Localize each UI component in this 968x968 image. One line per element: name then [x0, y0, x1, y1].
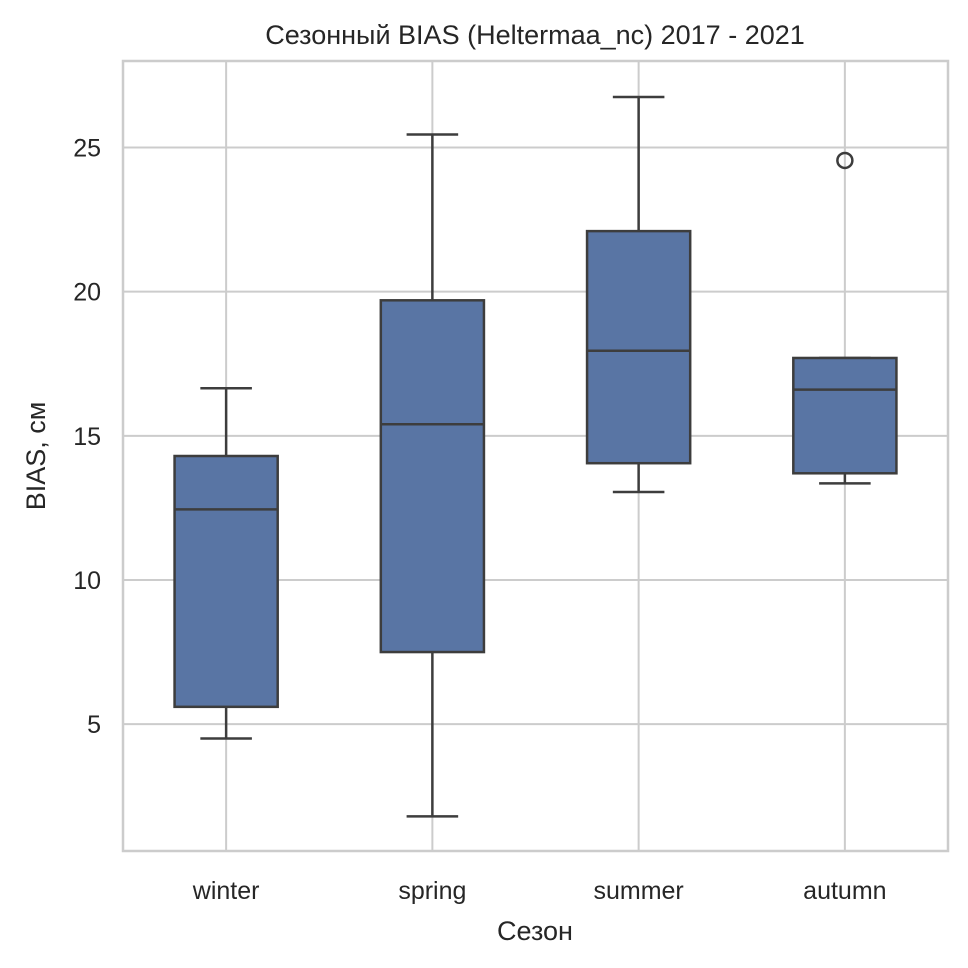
x-tick-label: autumn — [803, 877, 886, 905]
y-axis-label: BIAS, см — [21, 402, 51, 511]
x-tick-label: winter — [192, 877, 260, 905]
tick-layer: 5 10 15 20 25 winter spring summer autumn — [73, 134, 886, 905]
plot-frame — [121, 59, 950, 853]
y-tick-label: 10 — [73, 567, 101, 595]
y-tick-label: 25 — [73, 134, 101, 162]
box-autumn — [792, 151, 898, 485]
box-summer — [585, 95, 692, 494]
outlier-point — [836, 151, 854, 170]
x-tick-label: spring — [398, 877, 466, 905]
iqr-box — [173, 454, 279, 709]
y-tick-label: 20 — [73, 279, 101, 307]
iqr-box — [792, 356, 898, 475]
y-tick-label: 5 — [87, 711, 101, 739]
box-winter — [173, 386, 279, 740]
x-axis-label: Сезон — [497, 916, 573, 946]
y-tick-label: 15 — [73, 423, 101, 451]
iqr-box — [585, 229, 692, 465]
iqr-box — [379, 299, 486, 654]
x-tick-label: summer — [593, 877, 683, 905]
box-layer — [173, 95, 898, 818]
chart-title: Сезонный BIAS (Heltermaa_nc) 2017 - 2021 — [265, 20, 805, 50]
box-spring — [379, 133, 486, 818]
